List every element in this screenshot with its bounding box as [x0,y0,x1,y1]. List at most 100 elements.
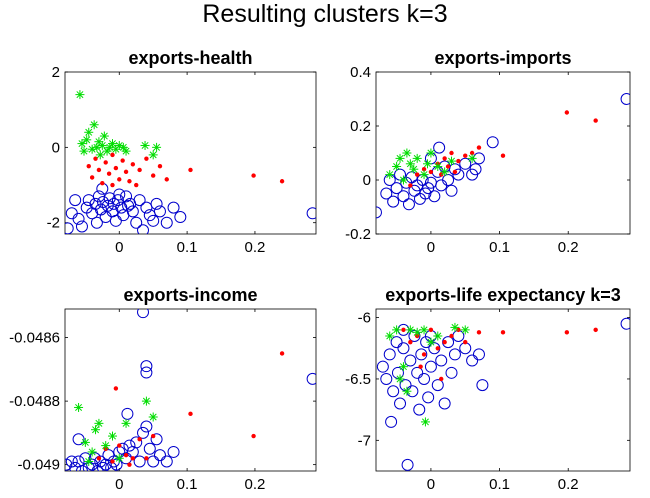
point-cluster-1 [387,385,400,398]
x-tick-label: 0 [427,476,435,493]
point-cluster-1 [107,197,120,210]
point-cluster-3 [121,146,131,156]
point-cluster-2 [418,364,423,369]
point-cluster-1 [452,168,465,181]
y-tick-label: 2 [52,64,60,81]
point-cluster-3 [419,325,429,335]
y-tick-label: -0.049 [17,457,60,474]
point-cluster-3 [75,90,85,100]
point-cluster-3 [402,148,412,158]
point-cluster-1 [445,184,458,197]
point-cluster-3 [426,337,436,347]
points-layer [65,90,316,234]
point-cluster-1 [69,461,82,471]
point-cluster-2 [435,346,440,351]
subplot-exports-life-expectancy: exports-life expectancy k=3 0 0.1 0.2 -6 -6.5… [345,285,631,493]
point-cluster-2 [120,158,125,163]
point-cluster-1 [466,354,479,367]
point-cluster-3 [148,150,158,160]
point-cluster-2 [593,118,598,123]
point-cluster-3 [433,331,443,341]
point-cluster-2 [421,352,427,357]
point-cluster-3 [422,159,432,169]
point-cluster-1 [143,442,156,455]
point-cluster-3 [385,331,395,341]
point-cluster-2 [408,339,413,345]
points-layer [376,317,630,471]
point-cluster-1 [153,449,166,462]
point-cluster-3 [450,322,460,332]
plot-frame [375,71,631,235]
point-cluster-3 [402,386,412,396]
point-cluster-1 [137,309,150,319]
point-cluster-1 [390,336,403,349]
point-cluster-2 [157,163,163,169]
points-layer [376,93,630,219]
point-cluster-1 [133,194,146,207]
point-cluster-1 [399,379,412,392]
point-cluster-3 [152,142,162,152]
point-cluster-1 [110,458,123,471]
point-cluster-1 [397,342,410,355]
point-cluster-2 [130,456,136,461]
point-cluster-1 [113,188,126,201]
point-cluster-1 [123,439,136,452]
point-cluster-1 [459,157,472,170]
point-cluster-1 [413,403,426,416]
point-cluster-2 [123,452,129,458]
point-cluster-1 [306,207,316,220]
y-tick-label: -6 [358,310,371,327]
point-cluster-2 [428,327,434,333]
point-cluster-1 [140,201,153,214]
point-cluster-3 [398,175,408,185]
y-tick-label: -0.0486 [9,330,60,347]
point-cluster-1 [435,354,448,367]
point-cluster-1 [376,360,389,373]
point-cluster-1 [137,426,150,439]
point-cluster-2 [469,150,475,156]
subplot-title: exports-life expectancy k=3 [385,285,621,305]
x-tick-label: 0.2 [558,239,579,256]
point-cluster-3 [433,162,443,171]
point-cluster-2 [476,330,482,335]
point-cluster-3 [440,167,450,177]
point-cluster-2 [279,351,285,356]
point-cluster-1 [153,205,166,218]
point-cluster-3 [460,325,470,335]
point-cluster-3 [398,362,408,372]
point-cluster-2 [188,411,193,417]
point-cluster-3 [107,139,117,149]
y-tick-label: -7 [358,432,371,449]
point-cluster-1 [90,216,103,229]
point-cluster-2 [476,145,482,150]
subplot-exports-health: exports-health 0 0.1 0.2 2 0 -2 [47,48,317,256]
point-cluster-3 [97,140,107,150]
point-cluster-2 [113,386,119,391]
point-cluster-2 [86,163,91,169]
point-cluster-1 [75,220,88,233]
point-cluster-2 [456,158,461,164]
point-cluster-1 [72,433,85,446]
y-tick-label: 0.2 [350,118,371,135]
point-cluster-3 [94,418,104,428]
x-tick-label: 0 [115,239,123,256]
point-cluster-1 [394,397,407,410]
point-cluster-3 [80,437,90,447]
point-cluster-2 [144,456,149,461]
point-cluster-2 [144,156,149,161]
point-cluster-1 [620,93,630,105]
point-cluster-3 [84,127,94,137]
point-cluster-3 [392,162,402,171]
subplot-exports-income: exports-income 0 0.1 0.2 -0.0486 -0.0488 -0.04… [9,285,317,493]
point-cluster-2 [421,167,427,172]
point-cluster-2 [456,327,461,333]
point-cluster-2 [127,462,132,467]
point-cluster-1 [65,222,74,234]
point-cluster-1 [376,206,382,219]
point-cluster-2 [414,172,420,177]
point-cluster-3 [87,447,97,457]
point-cluster-2 [439,376,444,382]
y-tick-label: 0 [363,172,371,189]
point-cluster-3 [107,431,117,441]
point-cluster-2 [593,327,598,333]
